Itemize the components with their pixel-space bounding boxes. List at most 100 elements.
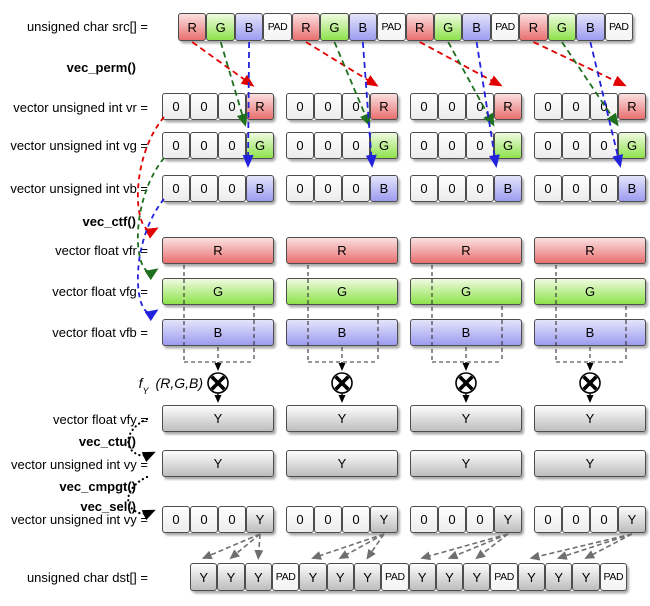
label-vfb: vector float vfb = bbox=[52, 325, 148, 340]
cell-pad: PAD bbox=[490, 563, 518, 591]
cell-0: 0 bbox=[590, 132, 618, 159]
cell-r: R bbox=[618, 93, 646, 120]
cell-0: 0 bbox=[342, 132, 370, 159]
cell-0: 0 bbox=[534, 175, 562, 202]
cell-pad: PAD bbox=[599, 563, 627, 591]
label-vec-ctf: vec_ctf() bbox=[82, 214, 136, 229]
fy-args: (R,G,B) bbox=[155, 375, 203, 391]
cell-pad: PAD bbox=[271, 563, 300, 591]
label-vec-perm: vec_perm() bbox=[66, 60, 136, 75]
cell-0: 0 bbox=[190, 132, 218, 159]
cell-0: 0 bbox=[162, 506, 190, 533]
label-vg: vector unsigned int vg = bbox=[10, 138, 148, 153]
vy-bar-1: Y bbox=[162, 450, 274, 477]
fy-subscript: Y bbox=[142, 385, 149, 396]
src-byte-row: R G B PAD R G B PAD R G B PAD R G B PAD bbox=[178, 13, 633, 41]
cell-0: 0 bbox=[562, 93, 590, 120]
cell-pad: PAD bbox=[490, 13, 520, 41]
cell-0: 0 bbox=[466, 175, 494, 202]
cell-r: R bbox=[291, 13, 321, 41]
cell-y: Y bbox=[618, 506, 646, 533]
cell-y: Y bbox=[299, 563, 327, 591]
cell-0: 0 bbox=[218, 132, 246, 159]
cell-y: Y bbox=[545, 563, 573, 591]
cell-0: 0 bbox=[286, 175, 314, 202]
cell-0: 0 bbox=[438, 132, 466, 159]
label-fy-function: fY (R,G,B) bbox=[0, 375, 203, 398]
label-vfg: vector float vfg = bbox=[52, 284, 148, 299]
cell-0: 0 bbox=[590, 175, 618, 202]
cell-y: Y bbox=[353, 563, 382, 591]
cell-0: 0 bbox=[466, 93, 494, 120]
cell-0: 0 bbox=[410, 132, 438, 159]
label-vy-selected: vector unsigned int vy = bbox=[11, 512, 148, 527]
cell-b: B bbox=[494, 175, 522, 202]
cell-0: 0 bbox=[286, 93, 314, 120]
cell-0: 0 bbox=[562, 132, 590, 159]
dst-byte-row: Y Y Y PAD Y Y Y PAD Y Y Y PAD Y Y Y PAD bbox=[190, 563, 627, 591]
vfr-bar-2: R bbox=[286, 237, 398, 264]
cell-0: 0 bbox=[286, 132, 314, 159]
cell-0: 0 bbox=[162, 93, 190, 120]
fy-f: f bbox=[138, 375, 143, 391]
cell-0: 0 bbox=[534, 506, 562, 533]
vfg-bar-4: G bbox=[534, 278, 646, 305]
cell-g: G bbox=[433, 13, 463, 41]
cell-0: 0 bbox=[534, 93, 562, 120]
cell-y: Y bbox=[370, 506, 398, 533]
cell-0: 0 bbox=[190, 506, 218, 533]
cell-r: R bbox=[519, 13, 548, 41]
cell-0: 0 bbox=[190, 175, 218, 202]
vfb-bar-4: B bbox=[534, 319, 646, 346]
cell-y: Y bbox=[217, 563, 245, 591]
cell-r: R bbox=[405, 13, 434, 41]
cell-r: R bbox=[370, 93, 398, 120]
cell-b: B bbox=[348, 13, 378, 41]
cell-b: B bbox=[618, 175, 646, 202]
vfg-bar-1: G bbox=[162, 278, 274, 305]
vfr-bar-1: R bbox=[162, 237, 274, 264]
vfb-bar-2: B bbox=[286, 319, 398, 346]
cell-y: Y bbox=[326, 563, 354, 591]
cell-y: Y bbox=[190, 563, 218, 591]
cell-0: 0 bbox=[438, 93, 466, 120]
cell-0: 0 bbox=[342, 175, 370, 202]
cell-b: B bbox=[370, 175, 398, 202]
cell-pad: PAD bbox=[263, 13, 292, 41]
cell-0: 0 bbox=[218, 506, 246, 533]
cell-0: 0 bbox=[534, 132, 562, 159]
vfb-bar-3: B bbox=[410, 319, 522, 346]
cell-y: Y bbox=[463, 563, 491, 591]
cell-y: Y bbox=[572, 563, 600, 591]
cell-pad: PAD bbox=[377, 13, 406, 41]
label-vec-sel: vec_sel() bbox=[80, 499, 136, 514]
cell-y: Y bbox=[244, 563, 272, 591]
cell-0: 0 bbox=[466, 132, 494, 159]
cell-r: R bbox=[178, 13, 207, 41]
cell-0: 0 bbox=[190, 93, 218, 120]
cell-0: 0 bbox=[562, 506, 590, 533]
vfy-bar-4: Y bbox=[534, 405, 646, 432]
cell-0: 0 bbox=[314, 132, 342, 159]
cell-pad: PAD bbox=[604, 13, 633, 41]
cell-pad: PAD bbox=[381, 563, 409, 591]
cell-0: 0 bbox=[410, 175, 438, 202]
cell-0: 0 bbox=[590, 93, 618, 120]
vfg-bar-3: G bbox=[410, 278, 522, 305]
cell-0: 0 bbox=[590, 506, 618, 533]
label-dst: unsigned char dst[] = bbox=[26, 570, 148, 585]
cell-0: 0 bbox=[218, 93, 246, 120]
label-vy: vector unsigned int vy = bbox=[11, 457, 148, 472]
cell-r: R bbox=[494, 93, 522, 120]
cell-0: 0 bbox=[218, 175, 246, 202]
